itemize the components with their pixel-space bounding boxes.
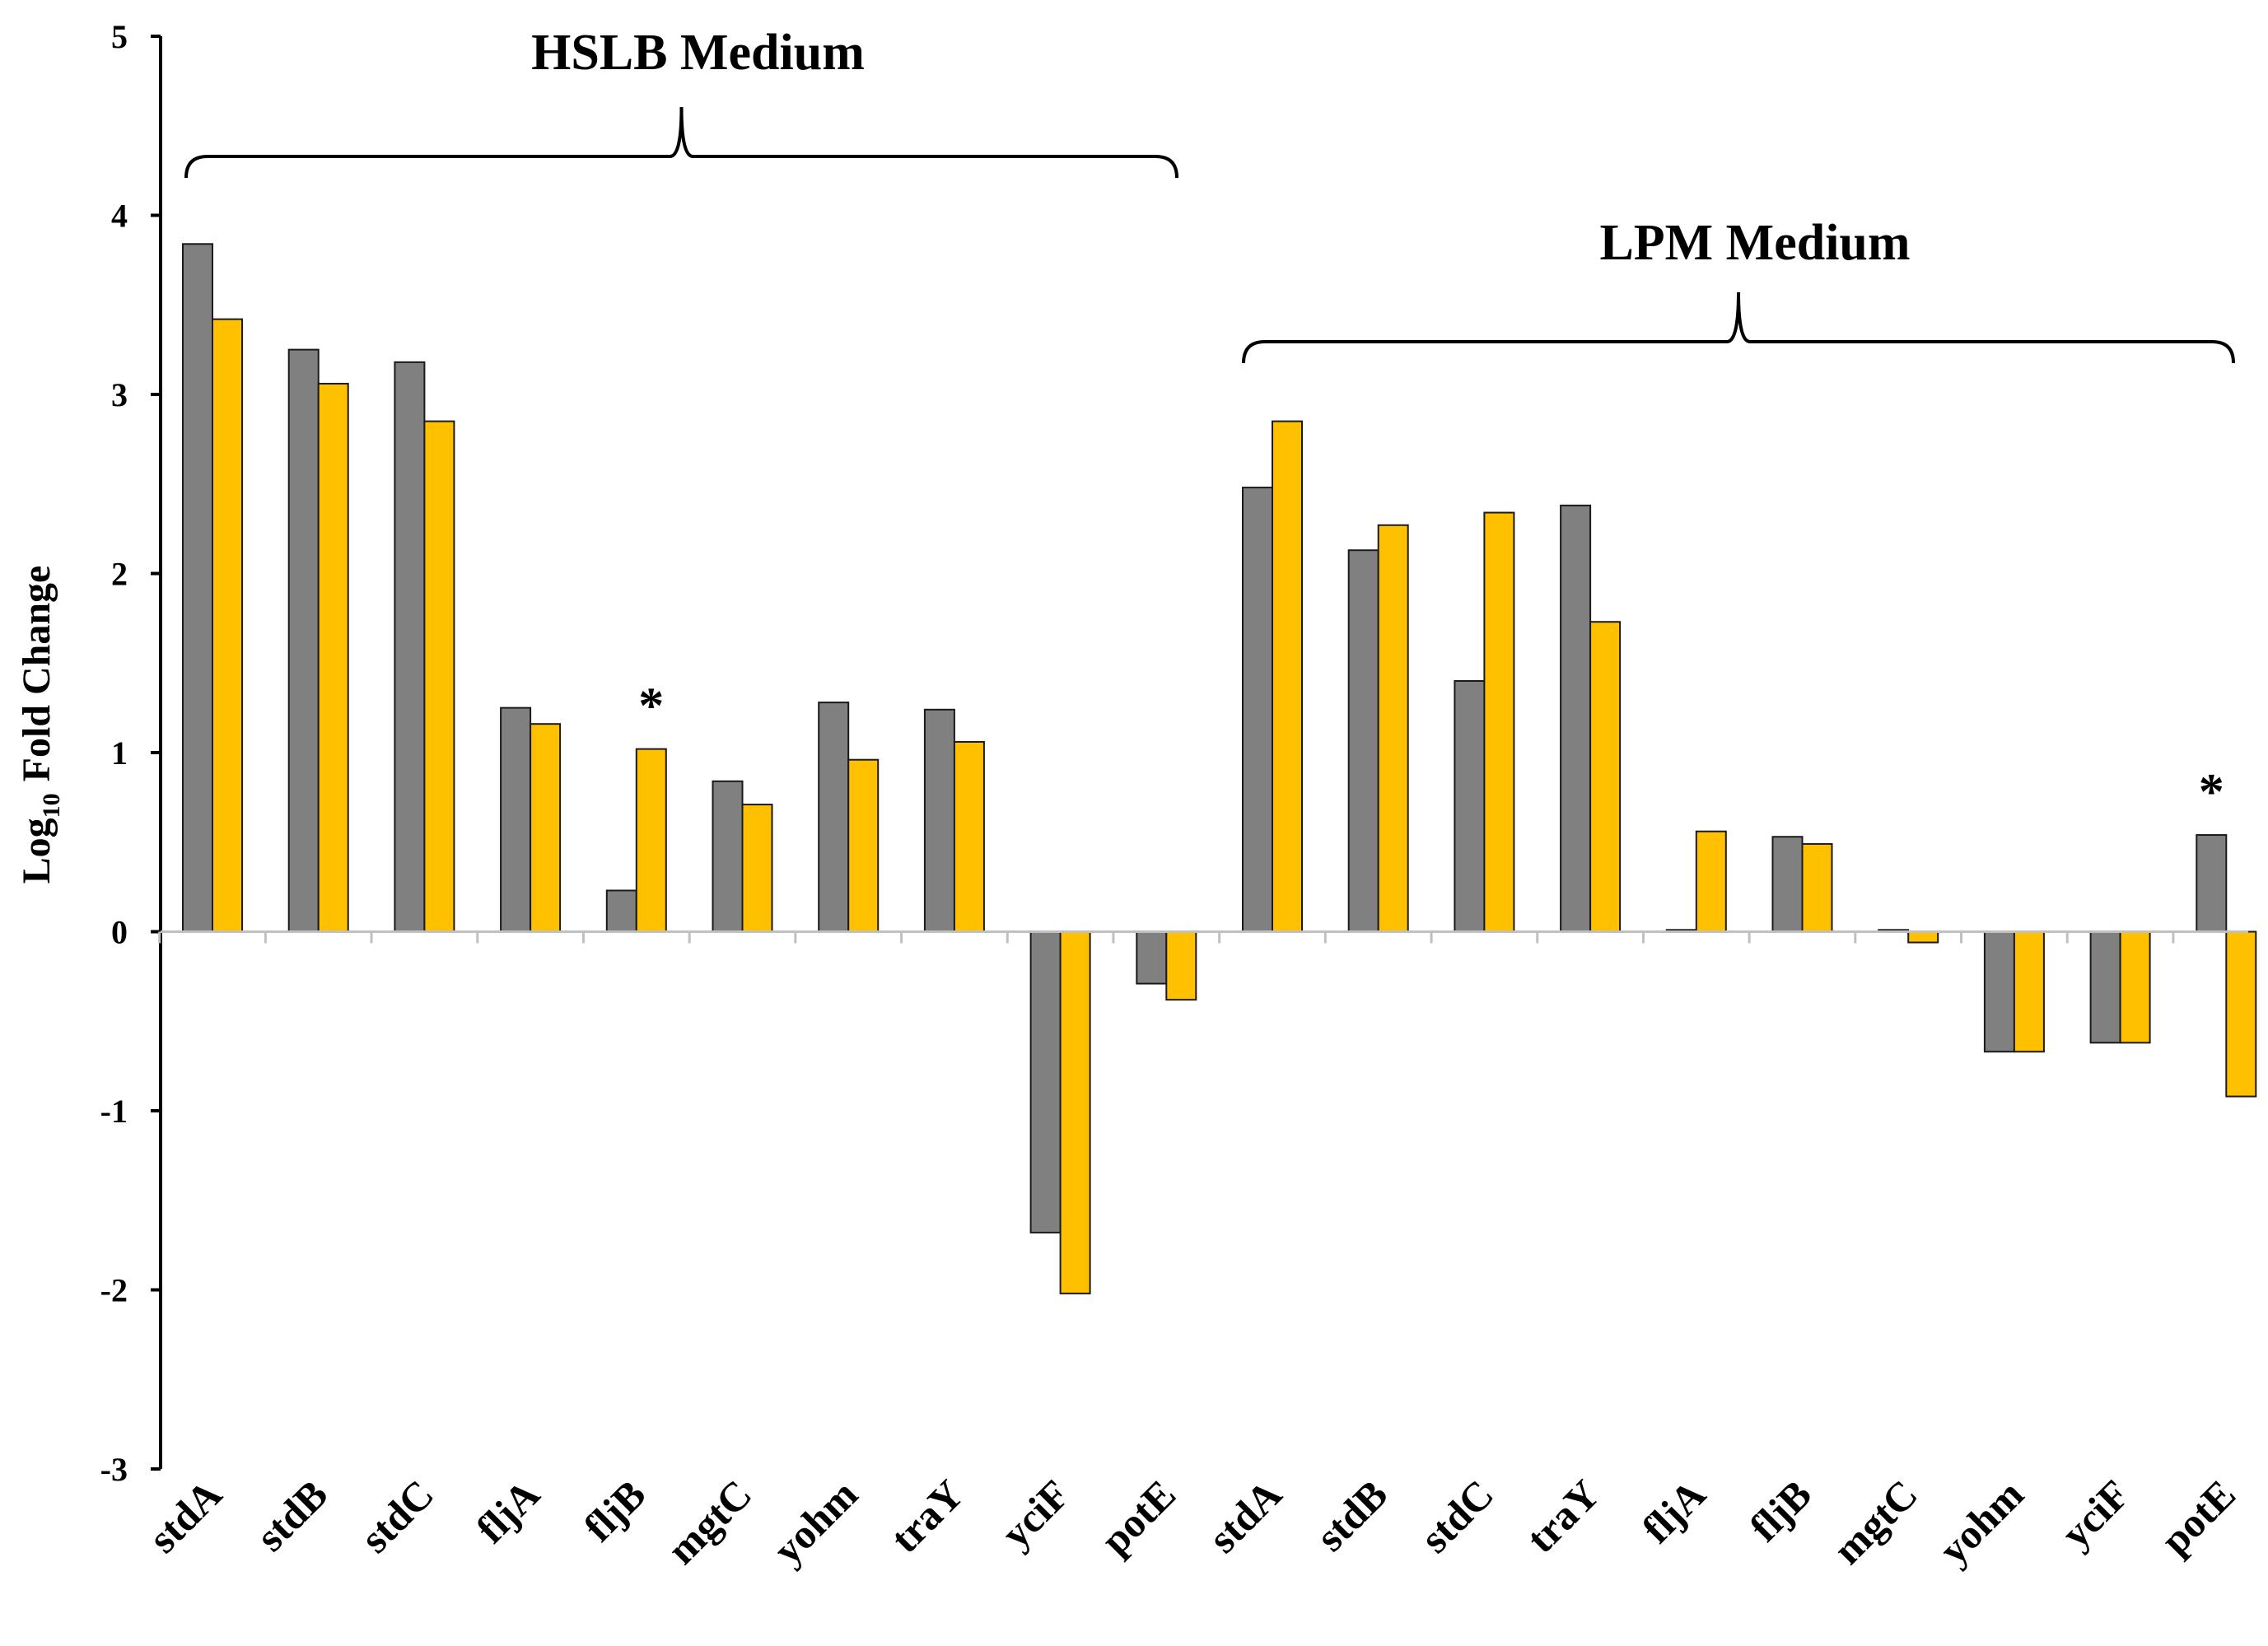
- x-tick-label-11: stdB: [1307, 1471, 1396, 1560]
- bar-series-1-11-stdB: [1347, 549, 1379, 933]
- bar-series-1-5-mgtC: [712, 780, 744, 933]
- y-tick-label: -3: [100, 1451, 128, 1488]
- y-axis-label-main: Log: [15, 818, 58, 884]
- bar-series-2-0-stdA: [212, 318, 243, 933]
- y-tick-label: 0: [111, 914, 128, 951]
- bar-series-1-13-traY: [1560, 504, 1592, 933]
- bar-series-1-15-fljB: [1771, 836, 1804, 933]
- bar-series-2-11-stdB: [1377, 524, 1409, 933]
- bar-series-1-4-fljB: [605, 889, 637, 933]
- bar-series-2-18-yciF: [2119, 930, 2151, 1044]
- bar-series-1-9-potE: [1136, 930, 1168, 985]
- x-tick-label-19: potE: [2152, 1471, 2244, 1563]
- y-tick-label: 2: [111, 556, 128, 593]
- y-tick-label: 1: [111, 734, 128, 772]
- x-tick-label-0: stdA: [139, 1471, 230, 1561]
- y-tick-label: -1: [100, 1093, 128, 1130]
- bar-series-1-2-stdC: [394, 361, 426, 933]
- y-tick-label: 5: [111, 18, 128, 55]
- x-tick-label-13: traY: [1518, 1471, 1608, 1561]
- bar-series-2-15-fljB: [1801, 842, 1833, 933]
- bar-series-1-12-stdC: [1454, 680, 1486, 933]
- y-axis-label-rest: Fold Change: [15, 566, 58, 782]
- bar-series-2-7-traY: [953, 740, 985, 933]
- significance-marker-0: *: [638, 678, 664, 734]
- bar-series-1-17-yohm: [1983, 930, 2015, 1053]
- bar-series-2-17-yohm: [2013, 930, 2045, 1053]
- bar-series-2-3-fljA: [530, 723, 562, 933]
- x-tick-label-10: stdA: [1199, 1471, 1290, 1561]
- bar-series-1-0-stdA: [182, 243, 213, 933]
- bar-series-2-12-stdC: [1483, 511, 1515, 933]
- group-label-1: LPM Medium: [1599, 215, 1910, 271]
- bar-series-2-13-traY: [1589, 621, 1622, 933]
- x-tick-label-3: fljA: [467, 1471, 548, 1552]
- bar-series-2-6-yohm: [847, 758, 880, 933]
- x-tick-label-7: traY: [881, 1471, 972, 1561]
- y-tick-label: 3: [111, 376, 128, 413]
- x-tick-label-18: yciF: [2052, 1471, 2138, 1556]
- bar-series-2-10-stdA: [1272, 420, 1303, 933]
- x-tick-label-4: fljB: [575, 1471, 655, 1550]
- y-tick-label: 4: [111, 198, 128, 235]
- x-tick-label-5: mgtC: [658, 1471, 760, 1573]
- bar-series-1-7-traY: [923, 708, 955, 933]
- group-braces-layer: HSLB Medium LPM Medium: [184, 25, 2235, 364]
- x-tick-label-8: yciF: [992, 1471, 1078, 1556]
- y-axis-label: Log10 Fold Change: [15, 566, 65, 884]
- bar-series-2-5-mgtC: [741, 804, 773, 933]
- group-brace-0: [184, 106, 1178, 179]
- bar-series-1-8-yciF: [1029, 930, 1062, 1233]
- axes-layer: [151, 35, 2248, 1471]
- x-tick-label-9: potE: [1092, 1471, 1184, 1563]
- bars-layer: [182, 243, 2257, 1294]
- bar-series-2-19-potE: [2225, 930, 2257, 1098]
- bar-series-1-3-fljA: [500, 706, 532, 933]
- bar-series-1-1-stdB: [287, 348, 320, 933]
- x-tick-label-1: stdB: [247, 1471, 336, 1560]
- bar-series-1-18-yciF: [2089, 930, 2121, 1044]
- bar-series-2-2-stdC: [423, 420, 455, 933]
- x-tick-label-16: mgtC: [1824, 1471, 1926, 1573]
- bar-series-2-14-fljA: [1695, 830, 1727, 933]
- bar-series-2-16-mgtC: [1907, 930, 1939, 944]
- bar-series-1-10-stdA: [1242, 487, 1273, 933]
- bar-series-2-8-yciF: [1059, 930, 1091, 1294]
- x-tick-label-14: fljA: [1633, 1471, 1715, 1552]
- y-tick-label: -2: [100, 1272, 128, 1309]
- group-brace-1: [1242, 291, 2235, 364]
- y-axis-label-subscript: 10: [38, 793, 65, 818]
- group-label-0: HSLB Medium: [531, 25, 865, 81]
- bar-series-2-4-fljB: [635, 748, 667, 933]
- x-tick-label-2: stdC: [352, 1471, 442, 1561]
- bar-series-2-1-stdB: [317, 382, 349, 933]
- x-tick-label-17: yohm: [1930, 1471, 2032, 1573]
- significance-marker-1: *: [2199, 764, 2224, 820]
- x-tick-label-15: fljB: [1741, 1471, 1821, 1550]
- bar-series-1-6-yohm: [818, 702, 850, 933]
- x-tick-label-6: yohm: [764, 1471, 866, 1573]
- bar-series-1-19-potE: [2196, 834, 2228, 933]
- bar-series-2-9-potE: [1165, 930, 1197, 1001]
- x-tick-label-12: stdC: [1412, 1471, 1502, 1561]
